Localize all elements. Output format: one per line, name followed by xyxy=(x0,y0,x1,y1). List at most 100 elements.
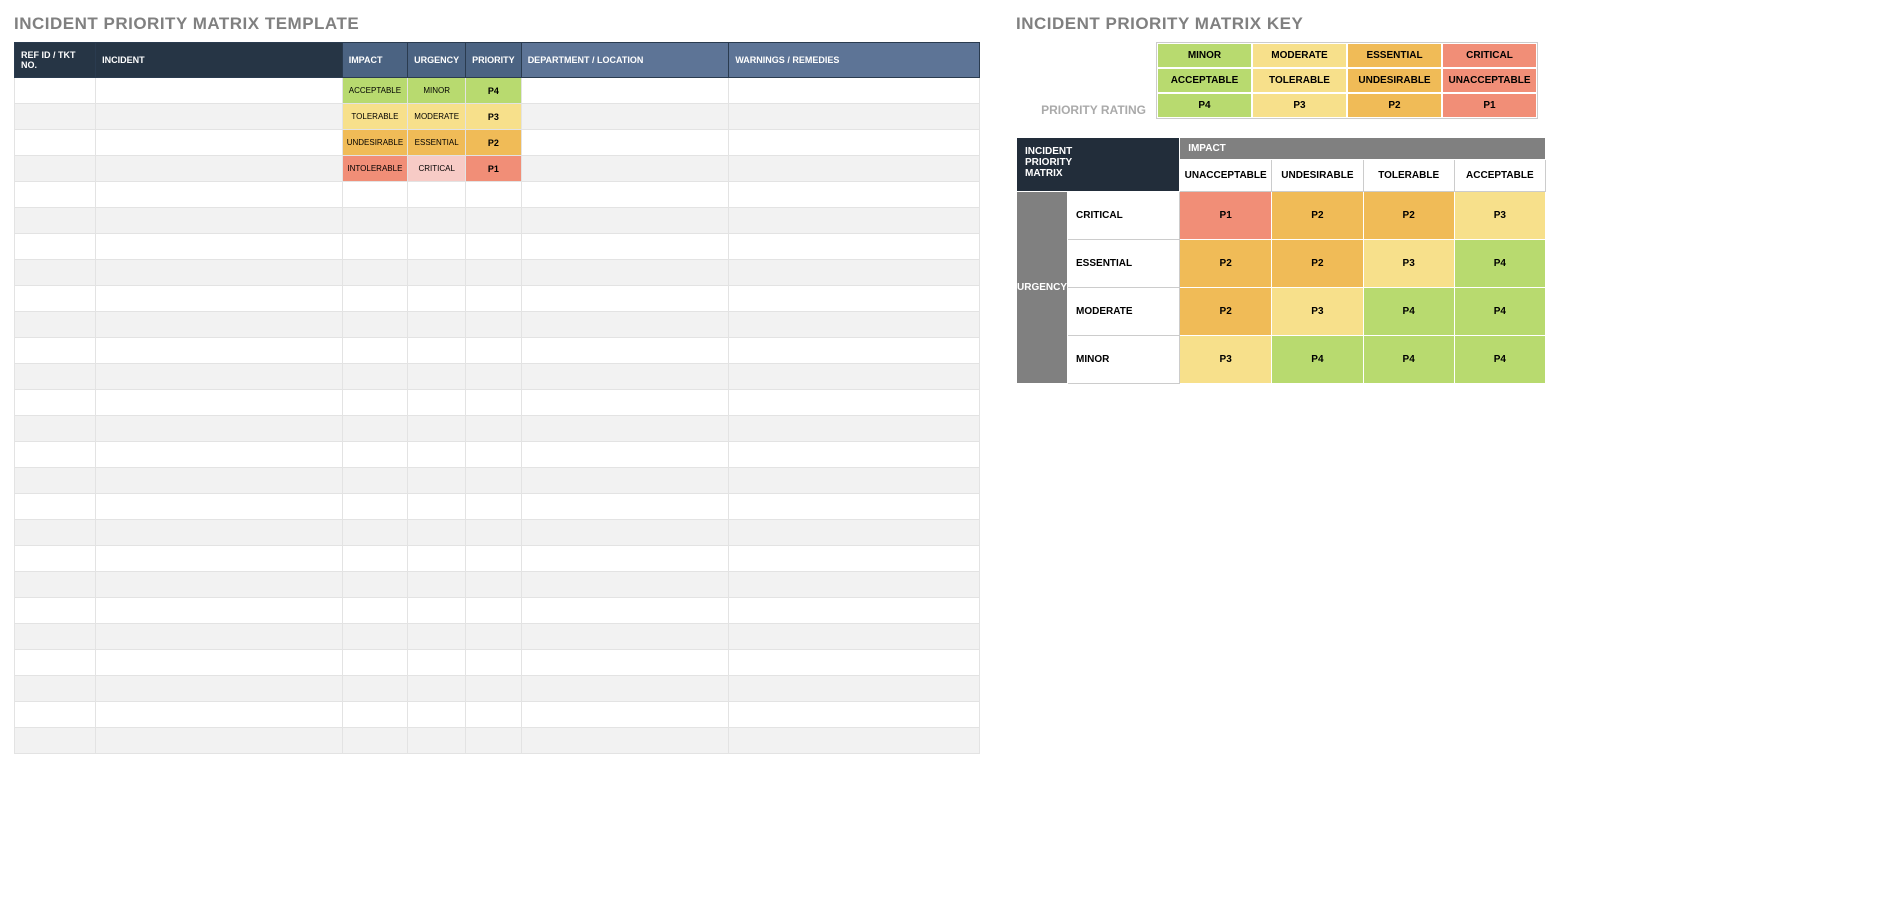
table-cell[interactable] xyxy=(408,338,466,364)
table-cell[interactable] xyxy=(96,572,343,598)
table-cell[interactable] xyxy=(96,390,343,416)
table-cell[interactable] xyxy=(15,78,96,104)
table-cell[interactable] xyxy=(466,390,522,416)
table-cell[interactable] xyxy=(729,598,980,624)
table-cell[interactable] xyxy=(521,546,729,572)
table-row[interactable] xyxy=(15,728,980,754)
table-cell[interactable] xyxy=(96,208,343,234)
table-cell[interactable] xyxy=(521,702,729,728)
table-cell[interactable] xyxy=(466,598,522,624)
table-cell[interactable] xyxy=(96,312,343,338)
table-row[interactable] xyxy=(15,416,980,442)
table-cell[interactable] xyxy=(96,234,343,260)
table-cell[interactable] xyxy=(466,338,522,364)
table-cell[interactable] xyxy=(15,572,96,598)
table-cell[interactable] xyxy=(15,208,96,234)
table-cell[interactable] xyxy=(521,234,729,260)
table-cell[interactable] xyxy=(521,442,729,468)
table-cell[interactable] xyxy=(96,364,343,390)
table-cell[interactable] xyxy=(408,728,466,754)
table-cell[interactable] xyxy=(15,728,96,754)
table-cell[interactable] xyxy=(342,234,407,260)
table-cell[interactable] xyxy=(15,182,96,208)
table-cell[interactable] xyxy=(408,286,466,312)
table-cell[interactable] xyxy=(729,702,980,728)
table-cell[interactable] xyxy=(729,390,980,416)
table-cell[interactable] xyxy=(466,702,522,728)
table-cell[interactable] xyxy=(342,416,407,442)
table-cell[interactable] xyxy=(96,494,343,520)
table-cell[interactable] xyxy=(729,520,980,546)
table-cell[interactable] xyxy=(342,442,407,468)
table-cell[interactable] xyxy=(521,312,729,338)
table-cell[interactable] xyxy=(466,442,522,468)
table-cell[interactable] xyxy=(408,442,466,468)
table-cell[interactable] xyxy=(408,182,466,208)
table-cell[interactable] xyxy=(408,260,466,286)
table-cell[interactable] xyxy=(408,312,466,338)
table-cell[interactable] xyxy=(521,156,729,182)
table-cell[interactable] xyxy=(342,390,407,416)
table-cell[interactable] xyxy=(466,546,522,572)
table-cell[interactable] xyxy=(466,416,522,442)
table-cell[interactable] xyxy=(729,234,980,260)
table-cell[interactable] xyxy=(408,468,466,494)
table-row[interactable] xyxy=(15,208,980,234)
table-cell[interactable] xyxy=(521,598,729,624)
table-cell[interactable] xyxy=(729,78,980,104)
table-cell[interactable] xyxy=(408,624,466,650)
table-cell[interactable]: CRITICAL xyxy=(408,156,466,182)
table-cell[interactable] xyxy=(15,130,96,156)
table-row[interactable]: INTOLERABLECRITICALP1 xyxy=(15,156,980,182)
table-row[interactable] xyxy=(15,260,980,286)
table-cell[interactable] xyxy=(408,702,466,728)
table-cell[interactable] xyxy=(729,546,980,572)
table-cell[interactable] xyxy=(342,468,407,494)
table-row[interactable] xyxy=(15,442,980,468)
table-cell[interactable] xyxy=(521,286,729,312)
table-cell[interactable] xyxy=(729,364,980,390)
table-cell[interactable] xyxy=(342,624,407,650)
table-cell[interactable] xyxy=(521,520,729,546)
table-cell[interactable] xyxy=(729,260,980,286)
table-cell[interactable]: INTOLERABLE xyxy=(342,156,407,182)
table-cell[interactable] xyxy=(342,650,407,676)
table-cell[interactable] xyxy=(729,624,980,650)
table-cell[interactable] xyxy=(729,650,980,676)
table-cell[interactable] xyxy=(342,338,407,364)
table-cell[interactable] xyxy=(729,286,980,312)
table-cell[interactable] xyxy=(408,520,466,546)
table-cell[interactable] xyxy=(15,702,96,728)
table-cell[interactable] xyxy=(521,416,729,442)
table-cell[interactable] xyxy=(521,182,729,208)
table-cell[interactable]: MODERATE xyxy=(408,104,466,130)
table-cell[interactable] xyxy=(521,676,729,702)
table-cell[interactable]: P1 xyxy=(466,156,522,182)
table-cell[interactable] xyxy=(15,104,96,130)
table-row[interactable] xyxy=(15,598,980,624)
table-cell[interactable] xyxy=(96,624,343,650)
table-cell[interactable] xyxy=(96,156,343,182)
table-cell[interactable]: ACCEPTABLE xyxy=(342,78,407,104)
table-row[interactable]: UNDESIRABLEESSENTIALP2 xyxy=(15,130,980,156)
table-cell[interactable] xyxy=(96,468,343,494)
table-row[interactable] xyxy=(15,494,980,520)
table-cell[interactable] xyxy=(408,572,466,598)
table-cell[interactable] xyxy=(342,182,407,208)
table-cell[interactable] xyxy=(342,728,407,754)
table-cell[interactable] xyxy=(521,650,729,676)
table-cell[interactable] xyxy=(408,598,466,624)
table-cell[interactable] xyxy=(15,390,96,416)
table-row[interactable] xyxy=(15,546,980,572)
table-cell[interactable] xyxy=(466,286,522,312)
table-cell[interactable] xyxy=(15,156,96,182)
table-cell[interactable] xyxy=(96,442,343,468)
table-row[interactable] xyxy=(15,312,980,338)
table-cell[interactable] xyxy=(408,390,466,416)
table-cell[interactable] xyxy=(96,676,343,702)
table-cell[interactable] xyxy=(466,494,522,520)
table-cell[interactable] xyxy=(96,546,343,572)
table-row[interactable] xyxy=(15,234,980,260)
table-cell[interactable] xyxy=(466,650,522,676)
table-cell[interactable] xyxy=(408,208,466,234)
